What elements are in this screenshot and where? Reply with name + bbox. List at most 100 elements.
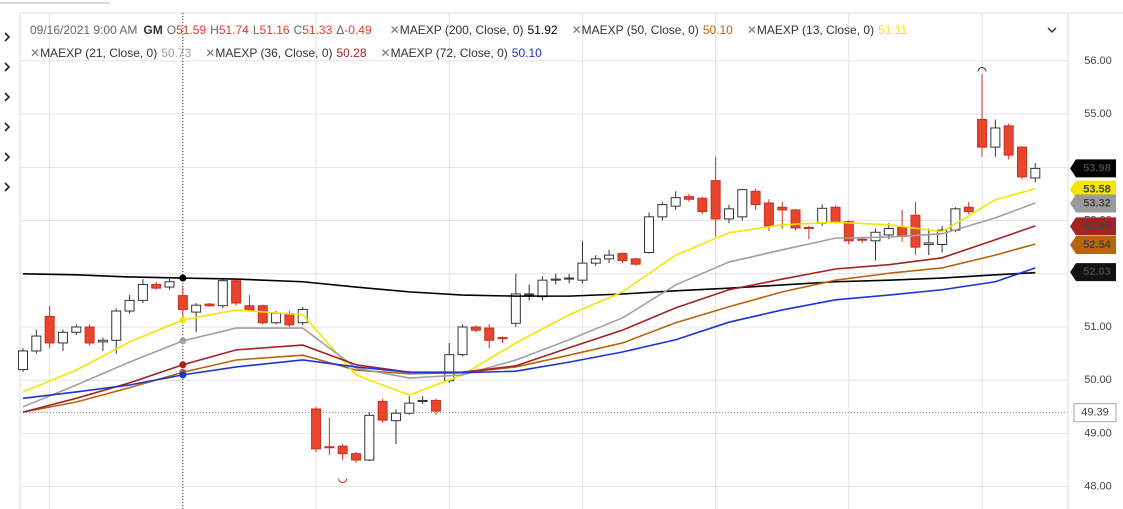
price-tag [1070,194,1116,213]
candle-body [710,180,721,220]
legend-entry[interactable]: ✕MAEXP (13, Close, 0) 51.11 [747,23,907,37]
expand-arrow[interactable] [4,182,11,192]
legend-value: 50.10 [702,23,733,37]
y-tick-label: 48.00 [1084,481,1112,493]
candle-body [883,228,894,236]
price-tag-label: 53.98 [1083,162,1111,174]
expand-arrow[interactable] [4,62,11,72]
expand-arrow[interactable] [4,92,11,102]
candle-body [137,283,148,301]
crosshair-dot [179,274,187,282]
candle-body [670,197,681,207]
candle-body [1017,146,1027,178]
candle-body [351,453,361,461]
legend-date: 09/16/2021 9:00 AM [30,23,138,37]
legend-value: 51.74 [218,23,249,37]
legend-entry[interactable]: ✕MAEXP (21, Close, 0) 50.73 [30,46,191,60]
candle-body [803,226,814,230]
candle-body [31,335,42,352]
legend-value: 51.92 [527,23,558,37]
candle-body [604,254,615,260]
candle-body [297,308,308,324]
candle-body [191,304,202,313]
legend-ohlc: O51.59 H51.74 L51.16 C51.33 Δ-0.49 [167,23,376,37]
candle-body [644,216,655,253]
candle-body [311,408,322,450]
remove-icon[interactable]: ✕ [380,46,391,60]
price-tag [1070,236,1116,255]
candle-body [843,221,854,242]
candle-body [977,118,988,148]
candle-body [71,326,82,333]
candle-body [537,279,548,298]
legend-name: MAEXP (36, Close, 0) [215,46,333,60]
candle-body [763,202,774,227]
candle-body [830,206,841,223]
crosshair-dot [179,361,187,369]
candle-body [923,242,934,246]
candle-body [617,253,628,261]
y-tick-label: 55.00 [1084,108,1112,120]
candle-body [444,354,455,382]
candle-body [590,258,601,264]
legend-entry[interactable]: ✕MAEXP (50, Close, 0) 50.10 [572,23,733,37]
candle-body [497,337,508,340]
legend-key: L [252,23,260,37]
expand-arrow[interactable] [4,152,11,162]
crosshair-dot [179,371,187,379]
candle-body [1003,125,1014,156]
ma-line [22,187,1036,396]
candle-body [684,196,694,200]
ma-line [22,271,1036,297]
event-marker [338,478,348,484]
legend-value: -0.49 [344,23,372,37]
legend-name: MAEXP (200, Close, 0) [399,23,524,37]
candle-body [910,214,921,248]
candle-body [164,281,175,288]
price-tag [1070,263,1116,282]
candle-body [457,326,468,356]
price-tag [1070,217,1116,236]
grid [20,13,1068,509]
legend-entry[interactable]: ✕MAEXP (72, Close, 0) 50.10 [381,46,542,60]
remove-icon[interactable]: ✕ [389,23,400,37]
expand-arrow[interactable] [4,32,11,42]
legend-entry[interactable]: ✕MAEXP (36, Close, 0) 50.28 [205,46,366,60]
legend-entry[interactable]: ✕MAEXP (200, Close, 0) 51.92 [390,23,558,37]
remove-icon[interactable]: ✕ [571,23,582,37]
remove-icon[interactable]: ✕ [205,46,216,60]
legend-value: 51.16 [259,23,290,37]
candle-body [404,402,415,414]
crosshair-tag [1073,403,1117,423]
candle-body [364,414,375,461]
event-marker [977,67,987,72]
legend-name: MAEXP (21, Close, 0) [40,46,158,60]
legend-row: 09/16/2021 9:00 AM GM O51.59 H51.74 L51.16… [30,23,907,37]
candle-body [723,208,734,220]
legend-symbol: GM [143,23,163,37]
expand-arrow[interactable] [4,122,11,132]
candle-body [524,293,535,296]
candle-body [430,399,441,412]
legend-key: O [166,23,177,37]
remove-icon[interactable]: ✕ [746,23,757,37]
price-tag-label: 52.54 [1083,239,1111,251]
candle-body [817,207,828,224]
candle-body [737,189,748,218]
legend-value: 50.10 [511,46,542,60]
y-tick-label: 56.00 [1084,55,1112,67]
candle-body [697,197,708,213]
crosshair-label: 49.39 [1081,407,1109,419]
candle-body [950,208,961,231]
legend-value: 50.73 [161,46,192,60]
ma-line [22,243,1036,413]
candle-body [750,190,761,206]
legend-key: H [210,23,219,37]
crosshair-dot [179,337,187,345]
remove-icon[interactable]: ✕ [30,46,41,60]
legend-name: MAEXP (13, Close, 0) [756,23,875,37]
legend-toggle[interactable] [1047,27,1057,33]
y-tick-label: 50.00 [1084,374,1112,386]
